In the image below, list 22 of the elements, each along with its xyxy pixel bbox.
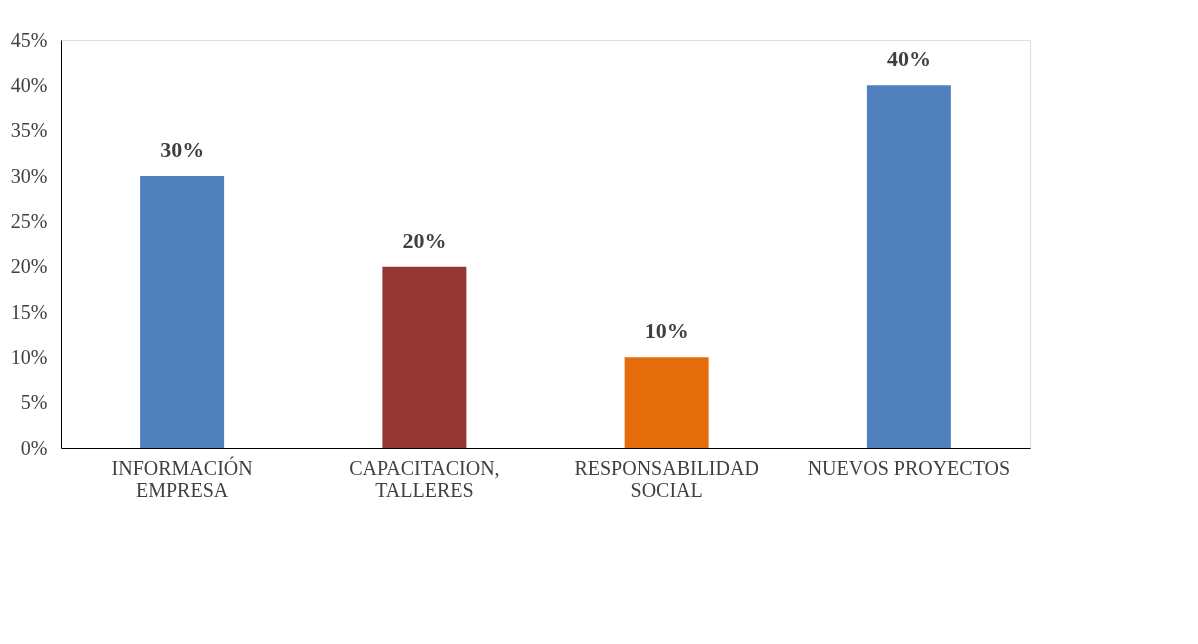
y-tick-label: 40% [10, 73, 48, 96]
x-tick-label: INFORMACIÓN EMPRESA [111, 455, 253, 501]
data-label: 40% [886, 46, 931, 72]
x-tick-label: NUEVOS PROYECTOS [807, 456, 1011, 479]
y-tick-label: 20% [10, 255, 48, 278]
y-tick-label: 15% [10, 300, 48, 323]
data-label: 30% [160, 137, 205, 162]
y-tick-label: 35% [10, 119, 48, 142]
bar [866, 85, 951, 448]
data-label: 10% [644, 318, 689, 344]
data-label: 20% [402, 227, 447, 253]
bar [624, 357, 709, 448]
x-tick-label: RESPONSABILIDAD SOCIAL [574, 456, 759, 501]
bar [140, 176, 225, 448]
y-tick-label: 45% [10, 28, 48, 51]
y-tick-label: 30% [10, 164, 48, 187]
y-tick-label: 10% [10, 345, 48, 368]
y-tick-label: 5% [20, 391, 48, 414]
y-tick-label: 0% [20, 436, 48, 459]
bar [382, 266, 467, 448]
x-tick-label: CAPACITACION, TALLERES [349, 456, 500, 501]
y-tick-label: 25% [10, 209, 48, 232]
